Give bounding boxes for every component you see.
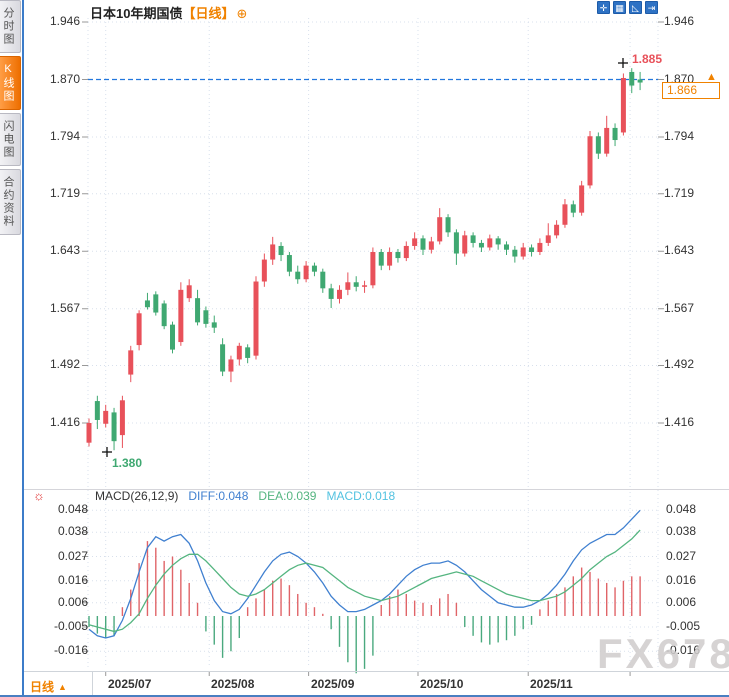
macd-header: MACD(26,12,9) DIFF:0.048 DEA:0.039 MACD:0.0… <box>95 489 405 503</box>
y-axis-label-right: 1.416 <box>664 414 695 429</box>
x-axis-label: 2025/08 <box>211 677 255 691</box>
y-axis-label: 1.643 <box>49 243 80 258</box>
macd-y-axis-label-right: 0.038 <box>666 524 697 539</box>
y-axis-label-right: 1.567 <box>664 300 695 315</box>
diff-value-label: DIFF:0.048 <box>188 489 249 503</box>
macd-y-axis-label: -0.016 <box>53 643 88 658</box>
macd-y-axis-label: 0.027 <box>57 548 88 563</box>
period-selector[interactable]: 日线 ▲ <box>30 678 67 695</box>
y-axis-label-right: 1.719 <box>664 185 695 200</box>
y-axis-label-right: 1.946 <box>664 14 695 28</box>
y-axis-label: 1.492 <box>49 357 80 372</box>
y-axis-label: 1.416 <box>49 414 80 429</box>
low-price-annotation: 1.380 <box>112 456 143 470</box>
axis-range-icon[interactable]: ▦ <box>613 1 626 14</box>
macd-y-axis-label: 0.048 <box>57 502 88 517</box>
chart-toolbar: ✛ ▦ ◺ ⇥ <box>597 1 658 14</box>
y-axis-label: 1.794 <box>49 129 80 143</box>
macd-params-label: MACD(26,12,9) <box>95 489 179 503</box>
window-bottom-border <box>0 695 729 697</box>
y-axis-label-right: 1.643 <box>664 243 695 258</box>
add-compare-icon[interactable]: ⊕ <box>236 6 248 21</box>
high-price-annotation: 1.885 <box>632 52 663 66</box>
macd-y-axis-label-right: 0.016 <box>666 572 697 587</box>
exit-icon[interactable]: ⇥ <box>645 1 658 14</box>
chart-title: 日本10年期国债【日线】 ⊕ <box>90 3 247 22</box>
macd-y-axis-label-right: -0.005 <box>666 619 701 633</box>
macd-y-axis-label-right: 0.048 <box>666 502 697 517</box>
dea-value-label: DEA:0.039 <box>258 489 317 503</box>
panel-divider <box>24 489 729 490</box>
chart-type-icon[interactable]: ◺ <box>629 1 642 14</box>
sidebar-tab-contract-info[interactable]: 合约资料 <box>0 169 21 235</box>
period-tag: 【日线】 <box>182 6 235 21</box>
y-axis-label-right: 1.794 <box>664 129 695 143</box>
last-price-badge: 1.866 <box>662 82 720 99</box>
x-axis-label: 2025/11 <box>530 677 573 691</box>
x-axis-separator <box>92 672 93 695</box>
sidebar-tab-timeline[interactable]: 分时图 <box>0 0 21 53</box>
y-axis-label: 1.870 <box>49 71 80 86</box>
sidebar-divider <box>22 0 24 697</box>
watermark: FX678 <box>597 630 729 677</box>
instrument-name: 日本10年期国债 <box>90 6 183 21</box>
indicator-settings-icon[interactable]: ☼ <box>33 488 45 503</box>
y-axis-label: 1.946 <box>49 14 80 28</box>
macd-value-label: MACD:0.018 <box>326 489 396 503</box>
macd-y-axis-label: -0.005 <box>53 619 88 633</box>
last-price-arrow-icon: ▲ <box>706 71 717 83</box>
macd-y-axis-label-right: -0.016 <box>666 643 701 658</box>
x-axis-line <box>24 671 729 672</box>
pan-crosshair-icon[interactable]: ✛ <box>597 1 610 14</box>
chart-type-sidebar: 分时图 K线图 闪电图 合约资料 <box>0 0 22 697</box>
x-axis-label: 2025/10 <box>420 677 464 691</box>
macd-y-axis-label: 0.006 <box>57 594 88 609</box>
sidebar-tab-kline[interactable]: K线图 <box>0 56 21 110</box>
x-axis-label: 2025/09 <box>311 677 355 691</box>
macd-y-axis-label: 0.038 <box>57 524 88 539</box>
macd-y-axis-label: 0.016 <box>57 572 88 587</box>
y-axis-label: 1.567 <box>49 300 80 315</box>
y-axis-label: 1.719 <box>49 185 80 200</box>
chevron-up-icon: ▲ <box>58 682 67 692</box>
sidebar-tab-lightning[interactable]: 闪电图 <box>0 113 21 166</box>
macd-y-axis-label-right: 0.006 <box>666 594 697 609</box>
y-axis-label-right: 1.492 <box>664 357 695 372</box>
x-axis-label: 2025/07 <box>108 677 152 691</box>
macd-y-axis-label-right: 0.027 <box>666 548 697 563</box>
period-selector-label: 日线 <box>30 680 55 694</box>
